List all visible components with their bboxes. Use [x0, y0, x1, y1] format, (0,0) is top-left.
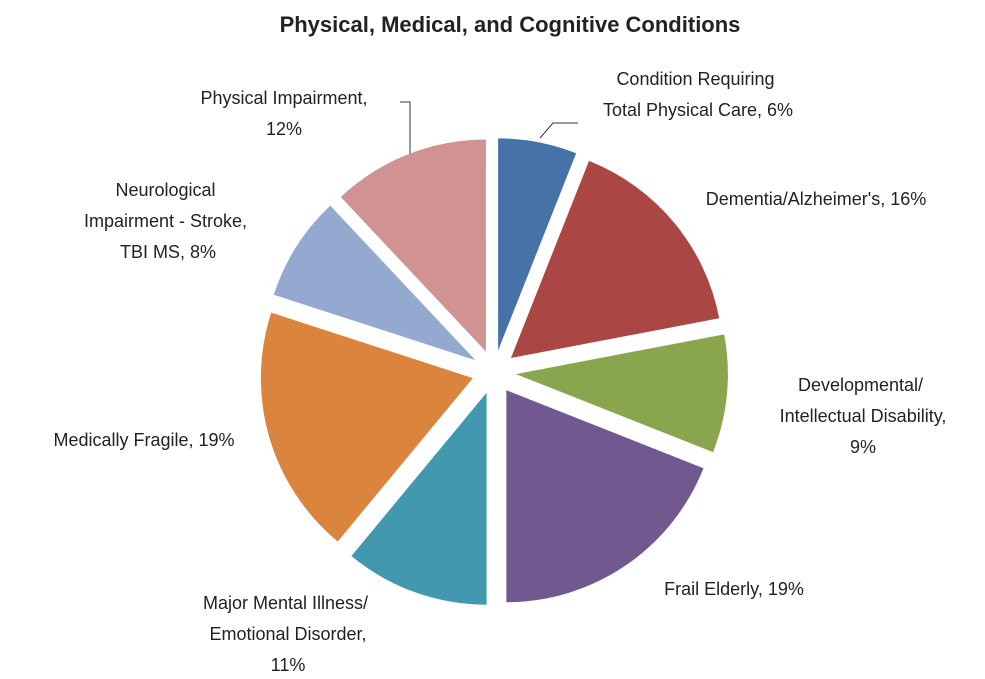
pie-slice — [506, 390, 704, 603]
chart-title: Physical, Medical, and Cognitive Conditi… — [280, 12, 741, 37]
value-label: 12% — [266, 119, 302, 139]
slice-label: Dementia/Alzheimer's, — [706, 189, 886, 209]
pie-slice — [273, 205, 476, 361]
slice-label: Neurological Impairment - Stroke, TBI MS… — [84, 180, 252, 262]
leader-line — [400, 101, 411, 178]
pie-slice — [351, 392, 487, 605]
value-label: 8% — [190, 242, 216, 262]
pie-slice — [260, 312, 473, 542]
value-label: 6% — [767, 100, 793, 120]
slice-label: Condition Requiring Total Physical Care, — [603, 69, 780, 120]
value-label: 16% — [890, 189, 926, 209]
value-label: 19% — [768, 579, 804, 599]
slice-label: Medically Fragile, — [53, 430, 193, 450]
pie-slice — [498, 138, 577, 351]
value-label: 11% — [271, 655, 306, 675]
slice-label: Major Mental Illness/ Emotional Disorder… — [203, 593, 373, 644]
leader-line — [539, 122, 578, 139]
value-label: 19% — [199, 430, 235, 450]
pie-slice — [515, 334, 728, 453]
pie-slice — [510, 160, 720, 358]
pie-slice — [340, 139, 486, 352]
slice-label: Developmental/ Intellectual Disability, — [780, 375, 947, 426]
slice-label: Frail Elderly, — [664, 579, 763, 599]
slice-label: Physical Impairment, — [200, 88, 367, 108]
value-label: 9% — [850, 437, 876, 457]
